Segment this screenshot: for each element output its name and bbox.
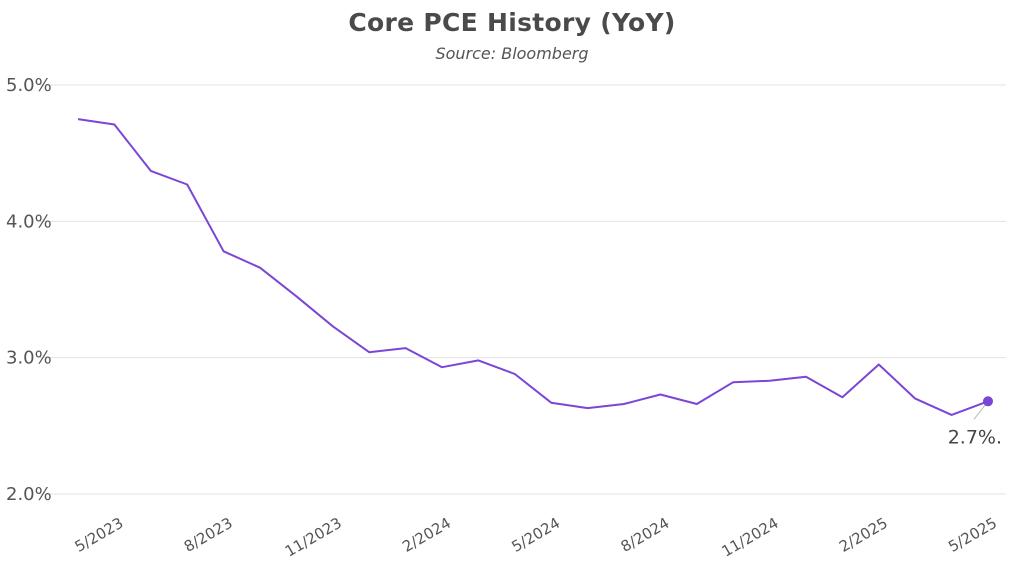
- last-point-marker: [983, 396, 993, 407]
- data-point: [76, 117, 80, 121]
- data-point: [404, 346, 408, 350]
- data-point: [695, 402, 699, 406]
- data-point: [840, 395, 844, 399]
- x-tick-label: 8/2024: [618, 514, 673, 556]
- data-point: [768, 379, 772, 383]
- x-tick-label: 5/2023: [72, 514, 127, 556]
- data-point: [950, 413, 954, 417]
- data-point: [622, 402, 626, 406]
- x-tick-label: 11/2023: [282, 514, 345, 561]
- data-point: [549, 401, 553, 405]
- annotation-label: 2.7%.: [948, 426, 1002, 448]
- data-point: [658, 392, 662, 396]
- data-point: [367, 350, 371, 354]
- data-point: [804, 375, 808, 379]
- x-tick-label: 2/2024: [399, 514, 454, 556]
- data-point: [513, 372, 517, 376]
- x-tick-label: 5/2024: [508, 514, 563, 556]
- data-point: [294, 294, 298, 298]
- x-tick-label: 8/2023: [181, 514, 236, 556]
- data-point: [331, 324, 335, 328]
- data-point: [185, 183, 189, 187]
- data-point: [440, 365, 444, 369]
- data-point: [586, 406, 590, 410]
- x-tick-label: 5/2025: [945, 514, 1000, 556]
- data-point: [877, 362, 881, 366]
- data-point: [913, 397, 917, 401]
- x-tick-label: 2/2025: [836, 514, 891, 556]
- y-tick-label: 4.0%: [6, 211, 52, 232]
- y-tick-label: 2.0%: [6, 484, 52, 505]
- series-line: [77, 118, 989, 416]
- y-tick-label: 5.0%: [6, 75, 52, 96]
- data-point: [258, 266, 262, 270]
- chart-subtitle: Source: Bloomberg: [435, 44, 589, 63]
- data-point: [112, 123, 116, 127]
- data-point: [731, 380, 735, 384]
- data-point: [222, 249, 226, 253]
- data-point: [476, 358, 480, 362]
- chart-title: Core PCE History (YoY): [348, 8, 676, 37]
- data-point: [149, 169, 153, 173]
- y-tick-label: 3.0%: [6, 348, 52, 369]
- x-tick-label: 11/2024: [719, 514, 782, 561]
